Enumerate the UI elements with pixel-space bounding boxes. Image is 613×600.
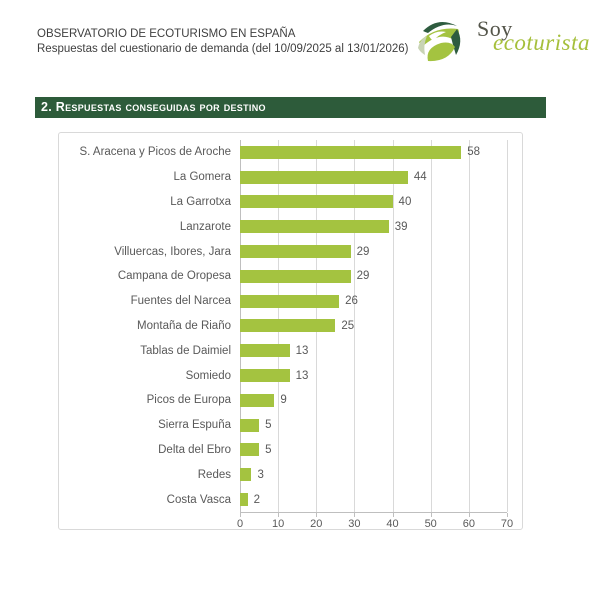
bar-row: La Garrotxa 40 <box>59 190 522 215</box>
gridline <box>430 140 432 512</box>
bar <box>240 369 290 383</box>
axis-tick <box>316 513 318 517</box>
value-label: 58 <box>467 146 480 159</box>
section-title-banner: 2. Respuestas conseguidas por destino <box>35 97 546 118</box>
bar <box>240 443 260 457</box>
value-label: 13 <box>295 369 309 382</box>
gridline <box>468 140 470 512</box>
category-label: La Gomera <box>173 171 231 184</box>
bar <box>240 145 462 159</box>
value-label: 25 <box>341 319 355 332</box>
axis-tick-label: 50 <box>424 518 437 530</box>
bar <box>240 220 389 234</box>
category-label: La Garrotxa <box>170 195 231 208</box>
bar-row: Lanzarote 39 <box>59 214 522 239</box>
axis-tick-label: 20 <box>310 518 323 530</box>
bar <box>240 294 340 308</box>
category-label: Fuentes del Narcea <box>130 295 231 308</box>
bar-row: Montaña de Riaño 25 <box>59 314 522 339</box>
category-label: Picos de Europa <box>146 394 231 407</box>
axis-tick <box>278 513 280 517</box>
soyecoturista-logo: Soy ecoturista <box>413 12 593 68</box>
axis-tick <box>240 513 241 517</box>
bar <box>240 245 351 259</box>
axis-tick <box>392 513 394 517</box>
axis-tick-label: 40 <box>386 518 399 530</box>
axis-tick-label: 0 <box>236 518 244 530</box>
category-label: Somiedo <box>185 369 231 382</box>
value-label: 29 <box>356 245 370 258</box>
bar-row: Campana de Oropesa 29 <box>59 264 522 289</box>
bar <box>240 195 393 209</box>
category-label: Redes <box>197 468 231 481</box>
value-label: 39 <box>394 220 408 233</box>
bar-row: Redes 3 <box>59 462 522 487</box>
bar <box>240 170 408 184</box>
value-label: 5 <box>265 419 272 432</box>
bar-rows: S. Aracena y Picos de Aroche 58 La Gomera 4… <box>59 140 522 512</box>
category-label: Delta del Ebro <box>158 443 231 456</box>
bar-row: Tablas de Daimiel 13 <box>59 338 522 363</box>
axis-tick-label: 30 <box>348 518 361 530</box>
axis-tick <box>354 513 356 517</box>
leaf-swirl-icon <box>414 15 464 65</box>
bar <box>240 468 252 482</box>
bar-row: La Gomera 44 <box>59 165 522 190</box>
value-label: 13 <box>295 344 309 357</box>
bar <box>240 319 336 333</box>
value-label: 40 <box>398 195 412 208</box>
bar <box>240 344 290 358</box>
category-label: Lanzarote <box>179 220 231 233</box>
x-axis-line <box>240 512 507 513</box>
axis-tick <box>468 513 470 517</box>
category-label: Villuercas, Ibores, Jara <box>114 245 231 258</box>
bar <box>240 393 275 407</box>
gridline <box>506 140 508 512</box>
value-label: 5 <box>265 443 272 456</box>
bar-row: Costa Vasca 2 <box>59 487 522 512</box>
category-label: S. Aracena y Picos de Aroche <box>79 146 231 159</box>
bar-row: Delta del Ebro 5 <box>59 438 522 463</box>
logo-word-ecoturista: ecoturista <box>493 30 590 55</box>
value-label: 9 <box>280 394 287 407</box>
bar-row: Sierra Espuña 5 <box>59 413 522 438</box>
bar-row: Villuercas, Ibores, Jara 29 <box>59 239 522 264</box>
report-subtitle: Respuestas del cuestionario de demanda (… <box>37 43 409 55</box>
axis-tick-label: 60 <box>462 518 475 530</box>
value-label: 29 <box>356 270 370 283</box>
category-label: Campana de Oropesa <box>117 270 231 283</box>
value-label: 2 <box>253 493 261 506</box>
bar <box>240 418 260 432</box>
value-label: 44 <box>413 171 427 184</box>
bar-chart: S. Aracena y Picos de Aroche 58 La Gomera 4… <box>58 132 523 530</box>
report-header: OBSERVATORIO DE ECOTURISMO EN ESPAÑA Res… <box>37 27 408 57</box>
chart-plot-area: S. Aracena y Picos de Aroche 58 La Gomera 4… <box>59 133 522 530</box>
value-label: 26 <box>345 295 358 308</box>
bar-row: S. Aracena y Picos de Aroche 58 <box>59 140 522 165</box>
category-label: Montaña de Riaño <box>137 319 231 332</box>
category-label: Sierra Espuña <box>158 419 231 432</box>
bar <box>240 269 351 283</box>
section-title: 2. Respuestas conseguidas por destino <box>41 100 266 114</box>
bar <box>240 493 248 507</box>
category-label: Tablas de Daimiel <box>140 344 231 357</box>
gridline <box>392 140 394 512</box>
category-label: Costa Vasca <box>166 493 231 506</box>
value-label: 3 <box>257 468 264 481</box>
report-title: OBSERVATORIO DE ECOTURISMO EN ESPAÑA <box>37 28 296 40</box>
axis-tick-label: 70 <box>500 518 514 530</box>
axis-tick <box>430 513 432 517</box>
axis-tick-label: 10 <box>272 518 285 530</box>
bar-row: Fuentes del Narcea 26 <box>59 289 522 314</box>
logo-word-soy: Soy <box>477 16 513 41</box>
gridline <box>354 140 356 512</box>
bar-row: Picos de Europa 9 <box>59 388 522 413</box>
axis-tick <box>506 513 508 517</box>
bar-row: Somiedo 13 <box>59 363 522 388</box>
